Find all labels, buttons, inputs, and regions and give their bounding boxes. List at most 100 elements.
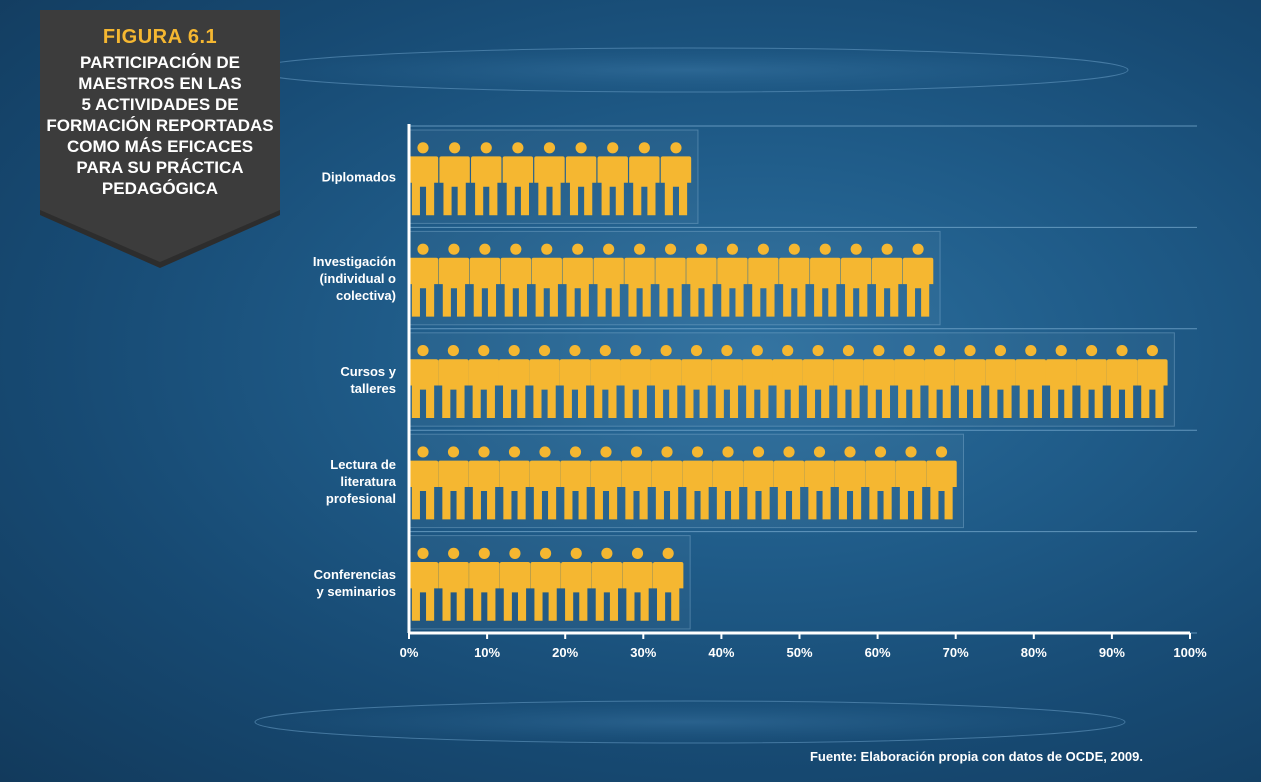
person-icon [651, 446, 683, 520]
person-icon [802, 344, 834, 419]
decorative-oval-bottom [254, 700, 1126, 744]
person-icon [562, 243, 593, 317]
person-icon [499, 446, 530, 520]
person-icon [469, 547, 500, 621]
figure-title: PARTICIPACIÓN DE MAESTROS EN LAS 5 ACTIV… [46, 53, 274, 198]
person-icon [530, 547, 561, 621]
person-icon [1045, 344, 1077, 419]
person-icon [593, 243, 624, 317]
category-label: Cursos y talleres [340, 364, 396, 396]
person-icon [502, 142, 534, 216]
x-tick-label: 100% [1173, 645, 1207, 660]
person-icon [590, 344, 621, 419]
person-icon [894, 344, 925, 419]
person-icon [772, 344, 803, 419]
person-icon [804, 446, 835, 520]
person-icon [743, 446, 774, 520]
person-icon [559, 344, 591, 419]
person-icon [620, 344, 651, 419]
person-icon [711, 344, 743, 419]
person-icon [438, 446, 469, 520]
person-icon [902, 243, 934, 317]
person-icon [438, 547, 469, 621]
person-icon [1137, 344, 1168, 419]
x-tick-label: 40% [708, 645, 734, 660]
person-icon [834, 446, 866, 520]
person-icon [438, 344, 469, 419]
person-icon [629, 142, 660, 216]
person-icon [498, 344, 530, 419]
person-icon [438, 243, 470, 317]
person-icon [622, 547, 653, 621]
person-icon [682, 446, 713, 520]
person-icon [717, 243, 748, 317]
x-tick-label: 70% [943, 645, 969, 660]
person-icon [926, 446, 957, 520]
figure-label: FIGURA 6.1 [102, 26, 218, 48]
person-icon [924, 344, 955, 419]
x-tick-label: 60% [865, 645, 891, 660]
person-icon [469, 243, 501, 317]
person-icon [560, 446, 591, 520]
person-icon [650, 344, 682, 419]
x-tick-label: 80% [1021, 645, 1047, 660]
person-icon [742, 344, 773, 419]
person-icon [681, 344, 712, 419]
x-tick-label: 50% [786, 645, 812, 660]
person-icon [565, 142, 597, 216]
category-label: Diplomados [322, 170, 396, 185]
person-icon [686, 243, 717, 317]
person-icon [534, 142, 565, 216]
person-icon [833, 344, 864, 419]
figure-badge: FIGURA 6.1 PARTICIPACIÓN DE MAESTROS EN … [40, 10, 280, 270]
person-icon [468, 344, 499, 419]
person-icon [529, 344, 560, 419]
person-icon [712, 446, 744, 520]
person-icon [500, 243, 532, 317]
person-icon [407, 547, 439, 621]
person-icon [773, 446, 805, 520]
bar-rows: Diplomados Investigación (individual o cole… [313, 125, 1197, 634]
person-icon [863, 344, 895, 419]
person-icon [895, 446, 927, 520]
x-tick-label: 30% [630, 645, 656, 660]
person-icon [597, 142, 628, 216]
person-icon [1015, 344, 1047, 419]
person-icon [840, 243, 872, 317]
person-icon [590, 446, 622, 520]
person-icon [810, 243, 841, 317]
person-icon [985, 344, 1016, 419]
person-icon [531, 243, 562, 317]
source-note: Fuente: Elaboración propia con datos de … [809, 749, 1143, 764]
person-icon [529, 446, 561, 520]
person-icon [407, 243, 439, 317]
person-icon [1076, 344, 1107, 419]
person-icon [407, 142, 439, 216]
person-icon [652, 547, 684, 621]
x-tick-label: 10% [474, 645, 500, 660]
person-icon [407, 344, 439, 419]
person-icon [561, 547, 592, 621]
category-label: Conferencias y seminarios [314, 567, 396, 599]
person-icon [468, 446, 500, 520]
person-icon [871, 243, 903, 317]
x-axis: 0% 10% 20% 30% 40% 50% 60% 70% 80% 90% 100% [400, 124, 1207, 660]
person-icon [471, 142, 502, 216]
category-label: Investigación (individual o colectiva) [313, 254, 396, 303]
x-tick-label: 20% [552, 645, 578, 660]
person-icon [624, 243, 655, 317]
person-icon [407, 446, 439, 520]
person-icon [779, 243, 810, 317]
person-icon [591, 547, 623, 621]
person-icon [748, 243, 779, 317]
person-icon [954, 344, 986, 419]
person-icon [865, 446, 896, 520]
person-icon [439, 142, 470, 216]
x-tick-label: 90% [1099, 645, 1125, 660]
person-icon [499, 547, 531, 621]
category-label: Lectura de literatura profesional [326, 457, 397, 506]
x-tick-label: 0% [400, 645, 419, 660]
person-icon [1106, 344, 1138, 419]
